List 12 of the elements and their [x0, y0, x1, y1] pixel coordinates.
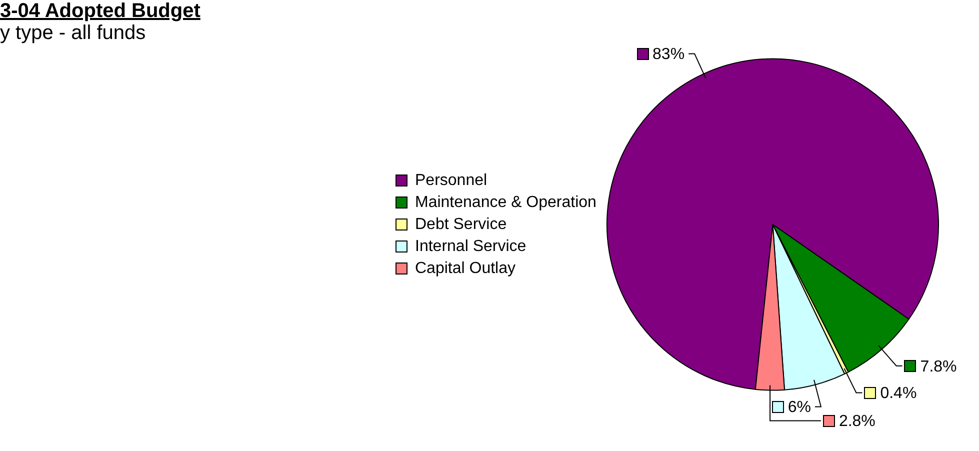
legend-label: Personnel — [415, 172, 488, 189]
text: 3-04 Adopted Budget — [0, 0, 200, 23]
data-label: 6% — [788, 399, 811, 416]
legend-label: Internal Service — [415, 238, 526, 255]
data-label: 7.8% — [920, 358, 957, 376]
legend-label: Maintenance & Operation — [415, 194, 596, 211]
data-label: 2.8% — [838, 413, 876, 430]
data-label: 0.4% — [880, 385, 917, 402]
text: y type - all funds — [0, 22, 146, 45]
legend-label: Debt Service — [415, 216, 507, 233]
data-label: 83% — [652, 46, 685, 64]
legend-label: Capital Outlay — [415, 260, 516, 277]
